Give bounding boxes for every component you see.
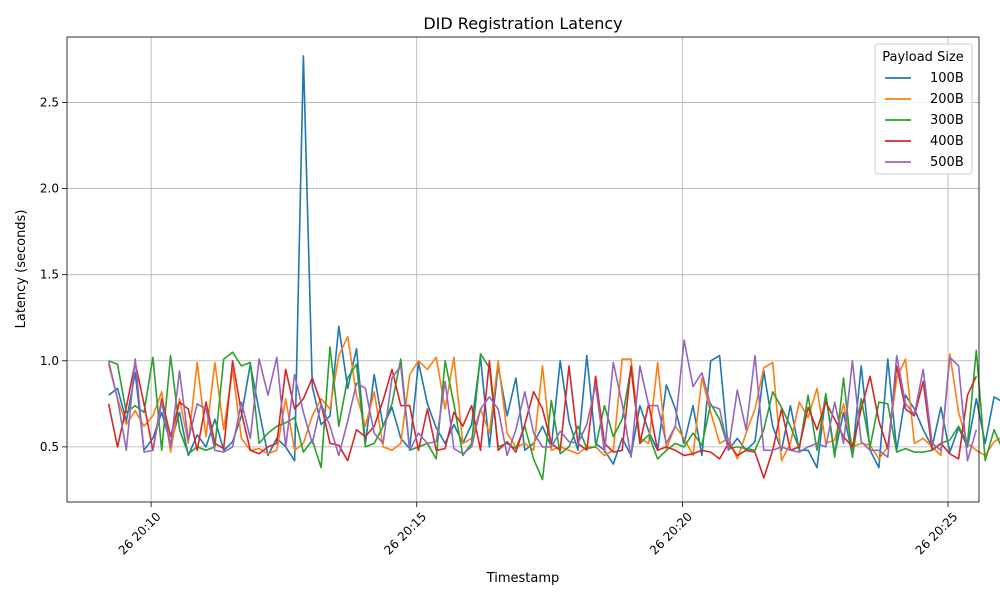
legend-label: 400B (930, 134, 964, 149)
legend-title: Payload Size (882, 50, 964, 65)
legend-label: 500B (930, 155, 964, 170)
y-tick-label: 2.0 (40, 182, 59, 196)
chart-title: DID Registration Latency (423, 14, 622, 33)
y-tick-label: 1.0 (40, 354, 59, 368)
legend: Payload Size 100B 200B 300B 400B 500B (874, 43, 973, 175)
legend-label: 100B (930, 71, 964, 86)
series-line-200B (107, 335, 1000, 462)
series-line-500B (107, 339, 978, 462)
legend-label: 200B (930, 92, 964, 107)
y-tick-label: 0.5 (40, 440, 59, 454)
plot-frame (66, 36, 980, 503)
y-tick-label: 2.5 (40, 95, 59, 109)
grid (67, 37, 979, 502)
x-axis-label: Timestamp (486, 571, 560, 586)
legend-label: 300B (930, 113, 964, 128)
y-tick-label: 1.5 (40, 268, 59, 282)
series-lines (107, 55, 1000, 481)
y-axis-label: Latency (seconds) (14, 210, 29, 329)
